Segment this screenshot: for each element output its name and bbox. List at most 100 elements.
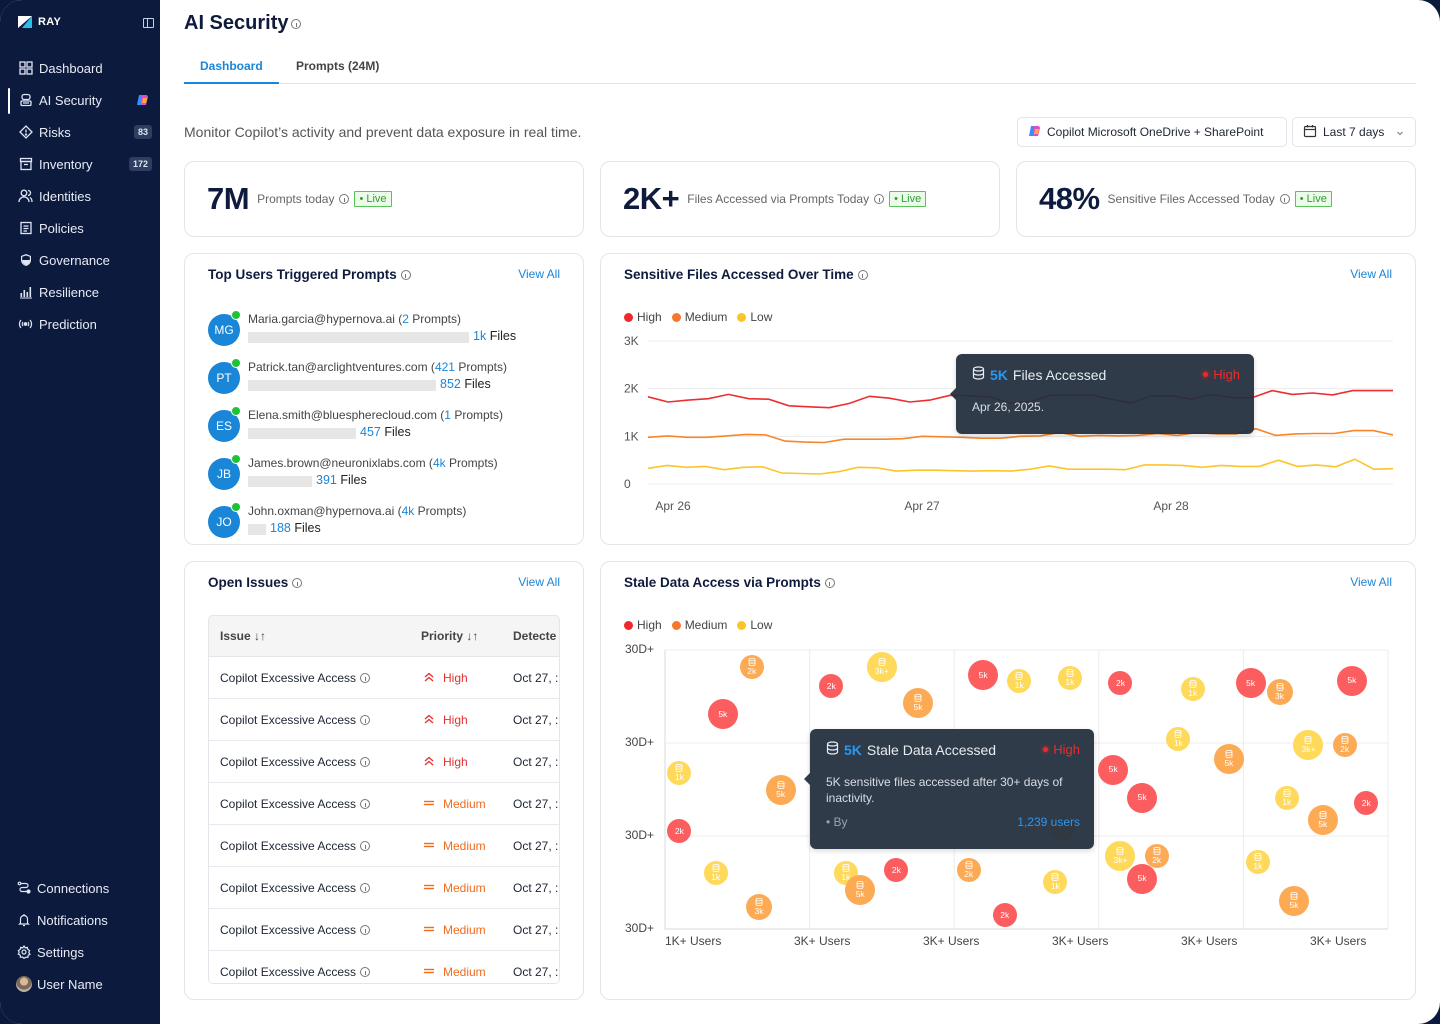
source-filter-button[interactable]: Copilot Microsoft OneDrive + SharePoint: [1017, 117, 1287, 147]
legend-high[interactable]: High: [624, 618, 662, 632]
sidebar-item-dashboard[interactable]: Dashboard: [0, 52, 160, 84]
sidebar-item-resilience[interactable]: Resilience: [0, 276, 160, 308]
bubble-low[interactable]: 3k+: [866, 651, 897, 682]
sidebar-item-inventory[interactable]: Inventory 172: [0, 148, 160, 180]
tooltip-users-link[interactable]: 1,239 users: [1017, 815, 1080, 829]
table-row[interactable]: Copilot Excessive Access Medium Oct 27, …: [209, 867, 559, 909]
bubble-high[interactable]: 2k: [667, 819, 692, 844]
column-header-detected[interactable]: Detecte: [513, 629, 557, 643]
table-row[interactable]: Copilot Excessive Access Medium Oct 27, …: [209, 909, 559, 951]
sidebar-item-user[interactable]: User Name: [0, 968, 160, 1000]
info-icon[interactable]: [824, 577, 835, 588]
table-row[interactable]: Copilot Excessive Access Medium Oct 27, …: [209, 951, 559, 983]
info-icon[interactable]: [291, 18, 302, 29]
tab-dashboard[interactable]: Dashboard: [184, 50, 279, 84]
bubble-medium[interactable]: 2k: [739, 654, 764, 679]
info-icon[interactable]: [360, 967, 371, 977]
legend-high[interactable]: High: [624, 310, 662, 324]
bubble-medium[interactable]: 5k: [903, 688, 934, 718]
bubble-low[interactable]: 1k: [703, 861, 728, 886]
bubble-medium[interactable]: 3k: [1266, 678, 1293, 705]
bubble-high[interactable]: 5k: [1127, 863, 1158, 894]
column-header-priority[interactable]: Priority ↓↑: [421, 629, 479, 643]
bubble-low[interactable]: 3k+: [1105, 841, 1136, 872]
info-icon[interactable]: [1279, 194, 1290, 204]
sidebar-item-notifications[interactable]: Notifications: [0, 904, 160, 936]
bubble-high[interactable]: 5k: [1127, 782, 1158, 813]
bubble-high[interactable]: 5k: [1336, 665, 1367, 696]
info-icon[interactable]: [360, 673, 371, 683]
column-header-issue[interactable]: Issue ↓↑: [220, 629, 267, 643]
bubble-low[interactable]: 1k: [1274, 785, 1299, 810]
user-list-item[interactable]: MG Maria.garcia@hypernova.ai (2 Prompts)…: [208, 308, 548, 348]
bubble-medium[interactable]: 5k: [1213, 743, 1244, 774]
bubble-high[interactable]: 5k: [1235, 668, 1266, 699]
bubble-high[interactable]: 2k: [819, 674, 844, 699]
bubble-high[interactable]: 2k: [884, 858, 909, 883]
info-icon[interactable]: [360, 757, 371, 767]
info-icon[interactable]: [857, 269, 868, 280]
legend-medium[interactable]: Medium: [671, 310, 727, 324]
bubble-medium[interactable]: 5k: [765, 774, 796, 805]
bubble-medium[interactable]: 5k: [845, 874, 876, 905]
series-line-low[interactable]: [647, 458, 1394, 475]
date-range-select[interactable]: Last 7 days: [1292, 117, 1416, 147]
legend-medium[interactable]: Medium: [671, 618, 727, 632]
bubble-high[interactable]: 2k: [1354, 791, 1379, 816]
sidebar-item-policies[interactable]: Policies: [0, 212, 160, 244]
series-line-medium[interactable]: [647, 427, 1394, 444]
bubble-high[interactable]: 2k: [1108, 671, 1133, 696]
sidebar-item-risks[interactable]: Risks 83: [0, 116, 160, 148]
user-list-item[interactable]: ES Elena.smith@bluespherecloud.com (1 Pr…: [208, 404, 548, 444]
table-row[interactable]: Copilot Excessive Access High Oct 27, :: [209, 741, 559, 783]
sidebar-collapse-icon[interactable]: [143, 18, 154, 28]
bubble-high[interactable]: 5k: [707, 699, 738, 730]
bubble-low[interactable]: 1k: [1180, 677, 1205, 702]
view-all-link[interactable]: View All: [1350, 267, 1392, 281]
sidebar-item-prediction[interactable]: Prediction: [0, 308, 160, 340]
bubble-high[interactable]: 5k: [968, 660, 999, 691]
sidebar-item-identities[interactable]: Identities: [0, 180, 160, 212]
sidebar-item-settings[interactable]: Settings: [0, 936, 160, 968]
table-row[interactable]: Copilot Excessive Access Medium Oct 27, …: [209, 783, 559, 825]
user-list-item[interactable]: JB James.brown@neuronixlabs.com (4k Prom…: [208, 452, 548, 492]
brand[interactable]: RAY: [18, 16, 61, 28]
bubble-low[interactable]: 3k+: [1293, 729, 1324, 760]
table-row[interactable]: Copilot Excessive Access High Oct 27, :: [209, 699, 559, 741]
info-icon[interactable]: [360, 799, 371, 809]
bubble-medium[interactable]: 2k: [956, 858, 981, 883]
bubble-high[interactable]: 5k: [1098, 754, 1129, 785]
info-icon[interactable]: [292, 577, 303, 588]
sidebar-item-connections[interactable]: Connections: [0, 872, 160, 904]
bubble-medium[interactable]: 2k: [1144, 844, 1169, 869]
user-list-item[interactable]: PT Patrick.tan@arclightventures.com (421…: [208, 356, 548, 396]
bubble-medium[interactable]: 5k: [1307, 805, 1338, 836]
bubble-low[interactable]: 1k: [1245, 850, 1270, 875]
bubble-medium[interactable]: 3k: [745, 893, 772, 920]
legend-low[interactable]: Low: [737, 618, 772, 632]
bubble-low[interactable]: 1k: [1043, 869, 1068, 894]
bubble-low[interactable]: 1k: [1007, 668, 1032, 693]
view-all-link[interactable]: View All: [518, 267, 560, 281]
bubble-high[interactable]: 2k: [992, 903, 1017, 928]
info-icon[interactable]: [360, 883, 371, 893]
info-icon[interactable]: [360, 925, 371, 935]
legend-low[interactable]: Low: [737, 310, 772, 324]
bubble-low[interactable]: 1k: [1057, 665, 1082, 690]
tab-prompts[interactable]: Prompts (24M): [296, 59, 380, 73]
sidebar-item-ai-security[interactable]: AI Security: [0, 84, 160, 116]
info-icon[interactable]: [360, 715, 371, 725]
bubble-medium[interactable]: 5k: [1279, 886, 1309, 917]
view-all-link[interactable]: View All: [518, 575, 560, 589]
bubble-medium[interactable]: 2k: [1332, 732, 1357, 757]
bubble-low[interactable]: 1k: [667, 760, 692, 785]
table-row[interactable]: Copilot Excessive Access Medium Oct 27, …: [209, 825, 559, 867]
view-all-link[interactable]: View All: [1350, 575, 1392, 589]
user-list-item[interactable]: JO John.oxman@hypernova.ai (4k Prompts) …: [208, 500, 548, 540]
info-icon[interactable]: [360, 841, 371, 851]
info-icon[interactable]: [874, 194, 885, 204]
info-icon[interactable]: [400, 269, 411, 280]
table-row[interactable]: Copilot Excessive Access High Oct 27, :: [209, 657, 559, 699]
bubble-low[interactable]: 1k: [1166, 727, 1191, 752]
sidebar-item-governance[interactable]: Governance: [0, 244, 160, 276]
